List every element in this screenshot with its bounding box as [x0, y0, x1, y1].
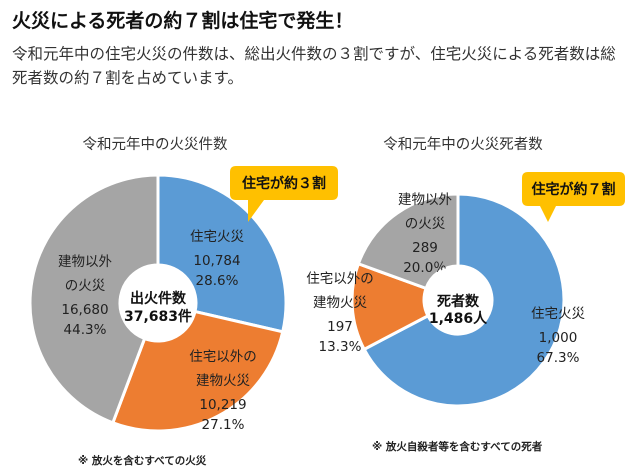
center-label-title: 死者数: [436, 293, 480, 310]
headline: 火災による死者の約７割は住宅で発生！: [12, 10, 354, 32]
slice-value-label: 10,784: [193, 253, 240, 269]
slice-percent-label: 67.3%: [537, 350, 580, 366]
slice-value-label: 197: [327, 319, 353, 335]
slice-label: 住宅火災: [190, 229, 244, 245]
callout-text: 住宅が約３割: [242, 175, 326, 192]
center-hole: [424, 266, 492, 334]
slice-label: 住宅以外の: [306, 271, 374, 287]
center-label-total: 37,683件: [124, 308, 192, 325]
center-hole: [120, 265, 196, 341]
slice-percent-label: 28.6%: [196, 273, 239, 289]
slice-percent-label: 44.3%: [64, 322, 107, 338]
slice-percent-label: 20.0％: [403, 260, 447, 276]
chart-title: 令和元年中の火災死者数: [383, 136, 543, 153]
slice-value-label: 10,219: [199, 397, 246, 413]
callout-bubble: [230, 166, 338, 222]
slice-label: 建物以外: [398, 192, 452, 208]
slice-label: 建物以外: [58, 254, 112, 270]
description-text: 令和元年中の住宅火災の件数は、総出火件数の３割ですが、住宅火災による死者数は総死…: [12, 45, 616, 87]
slice-label: 建物火災: [313, 295, 367, 311]
slice-label: の火災: [65, 278, 106, 294]
chart-title: 令和元年中の火災件数: [83, 136, 228, 153]
chart-note: ※ 放火を含むすべての火災: [78, 454, 207, 467]
center-label-title: 出火件数: [130, 290, 187, 307]
slice-percent-label: 13.3%: [319, 339, 362, 355]
callout-bubble: [522, 172, 625, 222]
center-label-total: 1,486人: [429, 310, 488, 327]
slice-label: 住宅以外の: [189, 349, 257, 365]
slice-label: 建物火災: [196, 373, 250, 389]
slice-percent-label: 27.1%: [202, 417, 245, 433]
slice-label: の火災: [405, 216, 446, 232]
slice-value-label: 289: [412, 240, 438, 256]
chart-note: ※ 放火自殺者等を含むすべての死者: [372, 440, 543, 453]
slice-value-label: 16,680: [61, 302, 108, 318]
slice-value-label: 1,000: [539, 330, 578, 346]
callout-text: 住宅が約７割: [532, 181, 616, 198]
slice-label: 住宅火災: [531, 306, 585, 322]
